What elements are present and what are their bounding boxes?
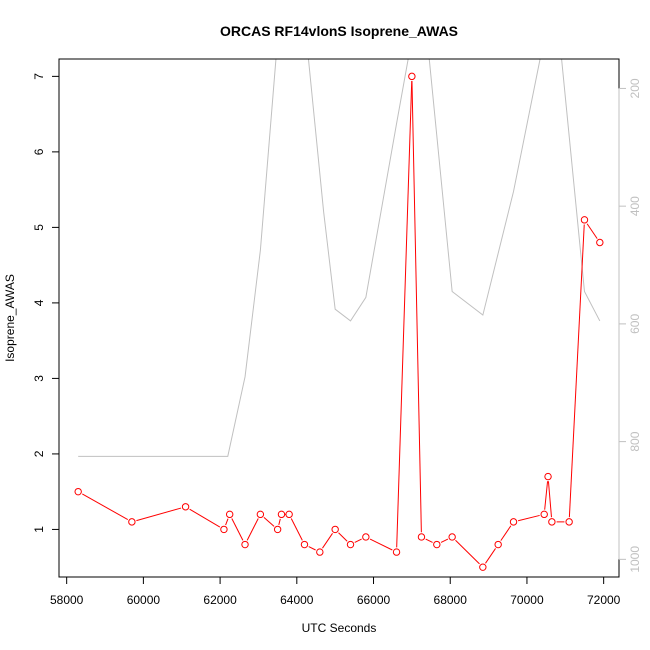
- x-axis: 58000 60000 62000 64000 66000 68000 70000 72000: [50, 576, 621, 607]
- data-point: [225, 510, 234, 519]
- data-point: [331, 525, 339, 534]
- chart-title: ORCAS RF14vlonS Isoprene_AWAS: [220, 23, 458, 39]
- y2-tick-label: 400: [628, 196, 642, 216]
- x-tick-label: 58000: [50, 593, 84, 607]
- data-point: [433, 540, 441, 549]
- series-line-segment: [322, 533, 333, 549]
- y-tick-label: 2: [32, 450, 46, 457]
- data-point: [540, 510, 548, 519]
- x-tick-label: 60000: [127, 593, 161, 607]
- data-point: [241, 540, 249, 549]
- y2-tick-label: 200: [628, 78, 642, 98]
- y-tick-label: 3: [32, 375, 46, 382]
- series-line-segment: [547, 481, 552, 518]
- x-tick-label: 70000: [510, 593, 544, 607]
- y-tick-label: 4: [32, 299, 46, 306]
- series-line-segment: [338, 532, 348, 542]
- series-line-segment: [354, 538, 362, 543]
- data-point: [494, 540, 502, 549]
- series-line-segment: [263, 517, 275, 527]
- data-point: [74, 487, 82, 496]
- x-tick-label: 62000: [203, 593, 237, 607]
- data-point: [509, 518, 518, 526]
- series-line-segment: [396, 81, 413, 548]
- data-point: [181, 503, 190, 511]
- data-point: [316, 548, 324, 556]
- series-line-segment: [308, 546, 316, 551]
- series-line-segment: [246, 518, 259, 541]
- data-point: [128, 518, 136, 526]
- series-line-segment: [411, 81, 422, 533]
- data-point: [300, 540, 309, 549]
- series-line-segment: [189, 508, 221, 528]
- series-line-segment: [425, 538, 433, 543]
- y2-tick-label: 1000: [628, 546, 642, 573]
- series-line-segment: [278, 518, 281, 525]
- data-point: [273, 525, 282, 534]
- data-point: [277, 510, 286, 519]
- series-line-segment: [369, 538, 393, 551]
- series-line-segment: [82, 493, 129, 521]
- x-tick-label: 68000: [434, 593, 468, 607]
- x-axis-label: UTC Seconds: [302, 621, 377, 635]
- series-line-segment: [544, 481, 549, 510]
- y-tick-label: 1: [32, 526, 46, 533]
- series-line-segment: [136, 507, 182, 522]
- data-point: [580, 216, 589, 224]
- y-tick-label: 6: [32, 148, 46, 155]
- data-point: [392, 548, 401, 556]
- data-point: [408, 72, 416, 81]
- data-point: [548, 518, 556, 526]
- y-axis-label: Isoprene_AWAS: [3, 274, 17, 362]
- series-line-segment: [290, 518, 303, 541]
- data-point: [256, 510, 265, 519]
- data-point: [362, 533, 370, 541]
- x-tick-label: 72000: [587, 593, 621, 607]
- data-point: [285, 510, 293, 519]
- data-point: [417, 533, 426, 541]
- series-line-segment: [231, 518, 244, 541]
- series-line-segment: [586, 223, 598, 239]
- x-tick-label: 64000: [280, 593, 314, 607]
- data-point: [479, 563, 487, 571]
- series-line-segment: [500, 525, 512, 541]
- data-point: [596, 238, 604, 247]
- series-line-segment: [517, 514, 540, 522]
- data-point: [565, 518, 573, 526]
- data-point: [448, 533, 456, 541]
- series-line-segment: [568, 224, 585, 518]
- x-tick-label: 66000: [357, 593, 391, 607]
- y2-tick-label: 800: [628, 431, 642, 451]
- y-tick-label: 5: [32, 224, 46, 231]
- data-point: [220, 525, 228, 534]
- y-axis-left: 1 2 3 4 5 6 7: [32, 73, 60, 533]
- y-axis-right: 200 400 600 800 1000: [618, 78, 642, 573]
- series-line-segment: [455, 539, 480, 565]
- series-layer: [74, 59, 604, 571]
- data-point: [346, 540, 355, 549]
- series-line-segment: [440, 538, 449, 543]
- data-point: [544, 472, 552, 481]
- y-tick-label: 7: [32, 73, 46, 80]
- plot-clip-group: [74, 59, 604, 571]
- y2-tick-label: 600: [628, 314, 642, 334]
- series-line-segment: [225, 518, 229, 526]
- secondary-series-line: [78, 59, 601, 457]
- series-line-segment: [485, 548, 496, 564]
